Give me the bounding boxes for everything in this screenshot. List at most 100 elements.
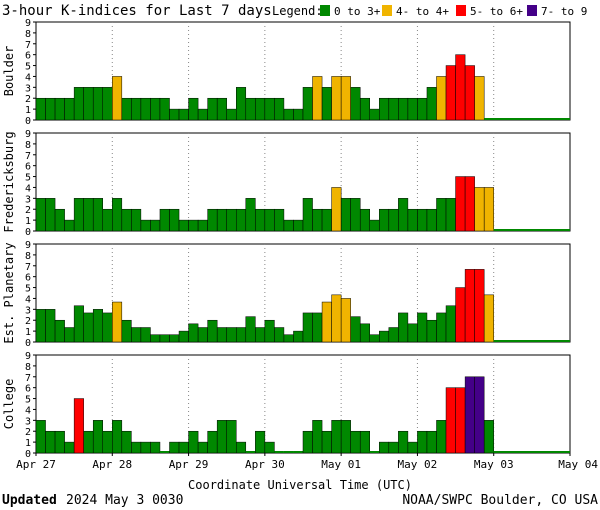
k-index-bar	[312, 208, 323, 232]
k-index-bar	[92, 420, 104, 454]
k-index-bar	[350, 316, 361, 343]
x-tick-label: May 02	[398, 458, 438, 471]
k-index-bar	[150, 334, 161, 343]
k-index-bar	[236, 327, 247, 343]
k-index-bar	[274, 208, 285, 232]
k-index-bar	[197, 327, 208, 343]
k-index-bar	[474, 76, 485, 121]
k-index-bar	[293, 451, 303, 453]
k-index-bar	[464, 269, 475, 343]
k-index-bar	[312, 420, 323, 454]
k-index-bar	[445, 65, 456, 121]
k-index-bar	[274, 327, 285, 343]
k-index-bar	[274, 97, 285, 121]
k-index-bar	[340, 298, 351, 343]
k-index-bar	[340, 198, 351, 232]
y-tick-label: 4	[25, 72, 31, 83]
k-index-bar	[369, 451, 380, 453]
k-index-bar	[321, 87, 332, 121]
k-index-bar	[398, 312, 409, 343]
y-tick-label: 8	[25, 251, 31, 262]
k-index-bar	[35, 420, 46, 454]
k-index-bar	[474, 187, 485, 232]
k-index-bar	[379, 208, 390, 232]
k-index-bar	[236, 441, 247, 454]
y-tick-label: 1	[25, 438, 31, 449]
k-index-bar	[283, 334, 294, 343]
panel-label: College	[2, 379, 16, 430]
k-index-bar	[255, 97, 266, 121]
k-index-bar	[331, 76, 342, 121]
k-index-bar	[379, 330, 390, 343]
k-index-bar	[455, 54, 466, 121]
x-axis-tick-labels: Apr 27 Apr 28 Apr 29 Apr 30 May 01 May 02 May …	[16, 453, 598, 471]
legend-swatch	[382, 5, 392, 16]
k-index-bar	[312, 76, 323, 121]
k-index-bar	[197, 219, 208, 232]
k-index-bar	[417, 312, 428, 343]
k-index-bar	[226, 208, 237, 232]
empty-bins-baseline	[493, 340, 570, 342]
k-index-bar	[426, 87, 437, 121]
y-tick-label: 6	[25, 162, 31, 173]
k-index-bar	[169, 441, 180, 454]
y-tick-label: 1	[25, 216, 31, 227]
k-index-bar	[407, 97, 418, 121]
k-index-bar	[331, 187, 342, 232]
k-index-bar	[388, 327, 399, 343]
y-tick-label: 4	[25, 405, 31, 416]
legend-swatch	[320, 5, 330, 16]
k-index-bar	[359, 323, 371, 343]
k-index-bar	[45, 198, 56, 232]
k-index-bar	[293, 108, 304, 121]
y-tick-label: 2	[25, 316, 31, 327]
k-index-bar	[312, 312, 323, 343]
k-index-bar	[302, 312, 313, 343]
k-index-bar	[159, 451, 170, 453]
y-tick-label: 8	[25, 362, 31, 373]
k-index-bar	[331, 294, 342, 343]
k-index-bar	[264, 97, 275, 121]
k-index-bar	[35, 97, 46, 121]
empty-bins-baseline	[493, 451, 570, 453]
k-index-bar	[83, 312, 94, 343]
k-index-bar	[340, 420, 351, 454]
k-index-bar	[379, 441, 390, 454]
k-index-bar	[388, 97, 399, 121]
k-index-bar	[226, 327, 237, 343]
k-index-bar	[283, 219, 294, 232]
k-index-bar	[398, 97, 409, 121]
legend-entry-label: 7- to 9	[541, 5, 587, 18]
k-index-bar	[426, 319, 437, 343]
k-index-bar	[169, 208, 180, 232]
y-tick-label: 7	[25, 40, 31, 51]
k-index-bar	[455, 287, 466, 343]
k-index-bar	[83, 87, 94, 121]
k-index-bar	[388, 208, 399, 232]
k-index-bar	[54, 319, 65, 343]
y-tick-label: 6	[25, 384, 31, 395]
y-tick-label: 9	[25, 129, 31, 140]
k-index-bar	[350, 430, 361, 454]
k-index-bar	[302, 198, 313, 232]
k-index-bar	[54, 97, 65, 121]
k-index-bar	[274, 451, 284, 453]
k-index-bar	[178, 108, 189, 121]
k-index-bar	[216, 97, 227, 121]
k-index-bar	[388, 441, 399, 454]
k-index-bar	[102, 312, 113, 343]
k-index-bar	[293, 330, 304, 343]
k-index-bar	[73, 398, 84, 454]
k-index-bar	[350, 87, 361, 121]
k-index-bar	[73, 198, 84, 232]
k-index-bar	[207, 430, 218, 454]
x-tick-label: Apr 29	[169, 458, 209, 471]
y-tick-label: 9	[25, 18, 31, 29]
k-index-bar	[64, 219, 75, 232]
k-index-bar	[83, 430, 94, 454]
k-index-bar	[216, 208, 227, 232]
k-index-bar	[264, 441, 275, 454]
legend-entry-label: 4- to 4+	[396, 5, 449, 18]
k-index-bar	[436, 312, 447, 343]
